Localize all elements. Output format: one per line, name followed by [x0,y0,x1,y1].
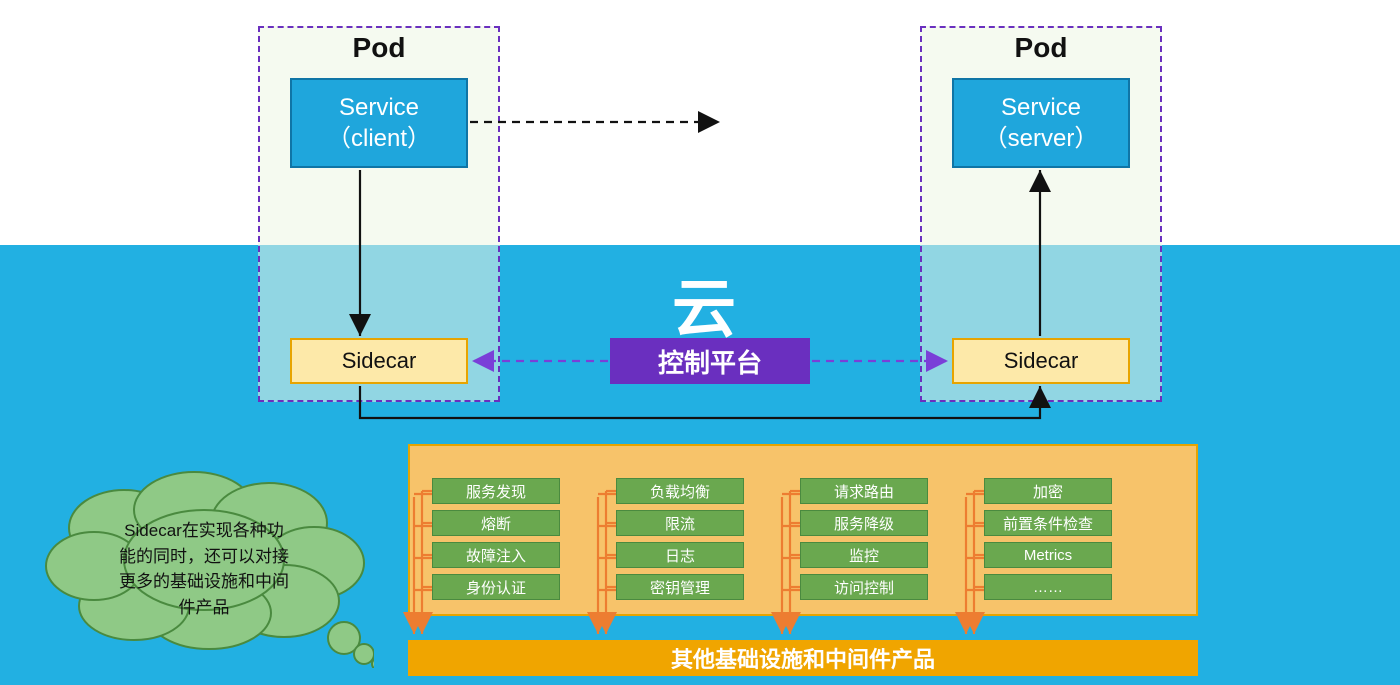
service-client-line2: （client） [327,123,431,154]
sidecar-right-label: Sidecar [1004,348,1079,374]
feature-item: 访问控制 [800,574,928,600]
service-server-box: Service （server） [952,78,1130,168]
feature-item: 故障注入 [432,542,560,568]
footer-label: 其他基础设施和中间件产品 [671,642,935,674]
sidecar-left-box: Sidecar [290,338,468,384]
feature-item: Metrics [984,542,1112,568]
service-server-line2: （server） [984,123,1099,154]
sidecar-left-label: Sidecar [342,348,417,374]
feature-item: 身份认证 [432,574,560,600]
thought-bubble: Sidecar在实现各种功能的同时，还可以对接更多的基础设施和中间件产品 [44,468,374,668]
feature-item: 熔断 [432,510,560,536]
footer-bar: 其他基础设施和中间件产品 [408,640,1198,676]
cloud-label: 云 [672,258,740,350]
feature-item: 负载均衡 [616,478,744,504]
feature-item: 加密 [984,478,1112,504]
sidecar-right-box: Sidecar [952,338,1130,384]
pod-server-title: Pod [922,32,1160,64]
sky-region [0,0,1400,245]
pod-client-title: Pod [260,32,498,64]
service-client-line1: Service [327,92,431,123]
feature-item: 日志 [616,542,744,568]
service-client-box: Service （client） [290,78,468,168]
feature-item: 密钥管理 [616,574,744,600]
feature-item: 请求路由 [800,478,928,504]
service-server-line1: Service [984,92,1099,123]
feature-item: 服务降级 [800,510,928,536]
thought-text: Sidecar在实现各种功能的同时，还可以对接更多的基础设施和中间件产品 [84,518,324,620]
feature-item: 前置条件检查 [984,510,1112,536]
feature-item: 限流 [616,510,744,536]
feature-item: 服务发现 [432,478,560,504]
diagram-stage: Pod Pod Service （client） Service （server… [0,0,1400,685]
feature-item: …… [984,574,1112,600]
feature-item: 监控 [800,542,928,568]
